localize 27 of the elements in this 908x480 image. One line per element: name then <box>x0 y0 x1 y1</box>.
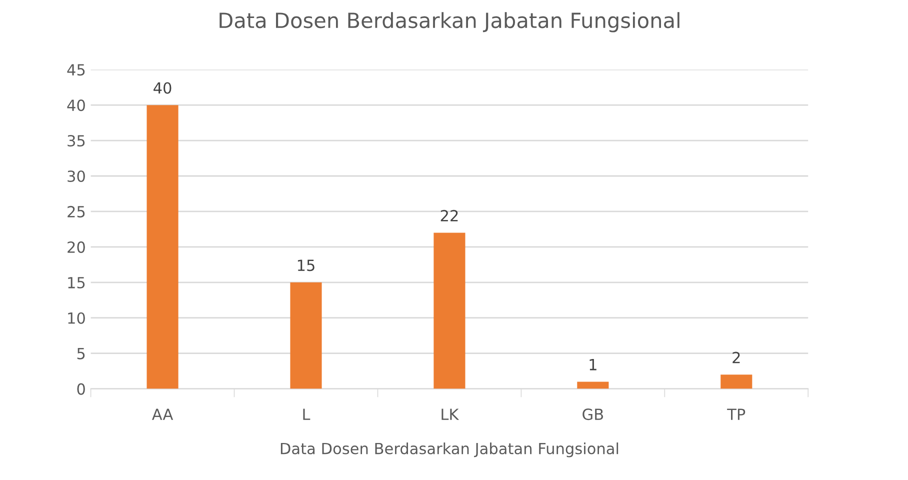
x-tick-label: L <box>303 408 310 420</box>
x-tick-label: TP <box>727 408 746 420</box>
bar <box>146 105 178 389</box>
data-label: 2 <box>732 352 740 364</box>
bar <box>290 282 322 389</box>
y-tick-label: 0 <box>77 383 85 395</box>
y-tick-label: 20 <box>68 241 85 253</box>
chart-title: Data Dosen Berdasarkan Jabatan Fungsional <box>220 12 680 32</box>
y-tick-label: 25 <box>68 206 85 218</box>
data-label: 1 <box>590 359 596 370</box>
x-tick-label: AA <box>152 408 174 420</box>
y-tick-label: 15 <box>68 277 85 288</box>
data-label: 40 <box>154 82 172 94</box>
y-tick-label: 5 <box>77 348 85 360</box>
x-axis-title: Data Dosen Berdasarkan Jabatan Fungsional <box>280 442 618 458</box>
y-tick-label: 30 <box>68 170 85 182</box>
x-tick-label: GB <box>582 408 604 420</box>
y-tick-label: 45 <box>67 64 85 76</box>
y-tick-label: 40 <box>67 100 85 112</box>
data-label: 15 <box>298 260 314 272</box>
bar <box>577 382 609 389</box>
bar <box>434 232 466 389</box>
y-tick-label: 35 <box>68 135 85 147</box>
data-label: 22 <box>440 210 458 222</box>
y-tick-label: 10 <box>68 312 85 324</box>
x-tick-label: LK <box>442 408 460 420</box>
bar <box>720 374 752 389</box>
